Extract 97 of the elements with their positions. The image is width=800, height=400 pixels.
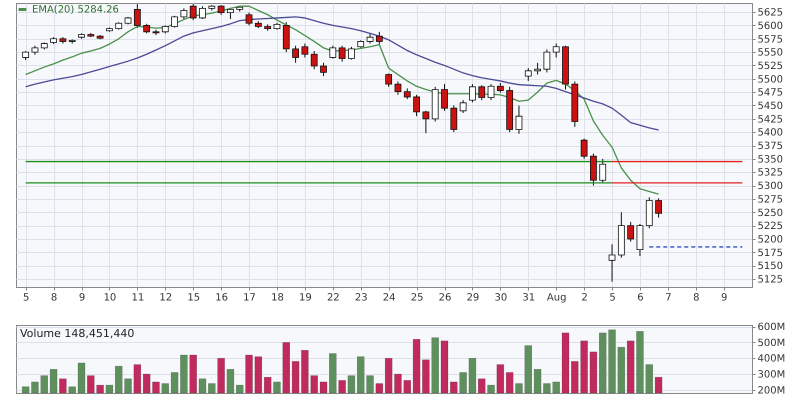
y-tick-label: 5375 (758, 141, 783, 152)
x-tick-label: 31 (522, 292, 536, 304)
candlestick (282, 22, 290, 53)
candlestick (655, 198, 662, 218)
candlestick (627, 221, 634, 242)
y-tick-label: 5425 (758, 114, 783, 126)
x-tick-label: 9 (721, 292, 728, 304)
candlestick (488, 84, 494, 101)
y-tick-label: 5275 (758, 194, 783, 206)
candlestick (199, 6, 206, 20)
y-tick-label: 5525 (758, 60, 783, 72)
candlestick (422, 110, 430, 134)
x-tick-label: 17 (243, 292, 256, 304)
candlestick (599, 158, 606, 183)
candlestick (329, 45, 336, 60)
x-tick-label: 19 (299, 292, 312, 304)
y-tick-label: 5150 (758, 261, 783, 272)
x-tick-label: 2 (581, 292, 588, 304)
candlestick (552, 43, 560, 58)
y-tick-label: 5625 (758, 8, 783, 19)
candlestick (348, 46, 355, 60)
y-tick-label: 5450 (758, 100, 783, 112)
y-tick-label: 5200 (758, 234, 783, 246)
candlestick (469, 84, 476, 103)
x-tick-label: 18 (271, 292, 284, 304)
y-tick-label: 5575 (758, 34, 783, 46)
y-tick-label: 5300 (758, 181, 783, 192)
candlestick (394, 80, 402, 96)
candlestick (301, 43, 308, 58)
candlestick (134, 4, 141, 29)
x-tick-label: 6 (637, 292, 644, 304)
x-tick-label: Aug (546, 292, 566, 304)
x-tick-label: 24 (382, 292, 396, 304)
candlestick (22, 50, 30, 61)
x-tick-label: 12 (159, 292, 172, 304)
y-tick-label: 5325 (758, 168, 783, 179)
candlestick (143, 23, 150, 34)
x-tick-label: 16 (215, 292, 228, 304)
legend-label: EMA(20) 5284.26 (32, 4, 119, 16)
candlestick (478, 84, 486, 101)
x-tick-label: 7 (665, 292, 672, 304)
candlestick (338, 45, 346, 62)
x-tick-label: 5 (22, 292, 30, 304)
y-tick-label: 400M (758, 354, 786, 365)
candlestick (460, 100, 467, 114)
x-tick-label: 23 (354, 292, 368, 304)
candlestick (608, 244, 616, 282)
y-tick-label: 5400 (758, 128, 783, 139)
y-tick-label: 5175 (758, 248, 783, 259)
y-tick-label: 5550 (758, 48, 783, 59)
x-tick-label: 8 (693, 292, 700, 304)
y-tick-label: 5475 (758, 88, 783, 99)
candlestick (218, 4, 225, 16)
x-tick-label: 11 (131, 292, 144, 304)
y-tick-label: 500M (758, 338, 786, 349)
x-tick-label: 9 (78, 292, 86, 304)
y-tick-label: 5125 (758, 274, 783, 286)
candlestick (516, 104, 522, 134)
y-tick-label: 5600 (758, 20, 783, 32)
x-tick-label: 8 (50, 292, 58, 304)
candlestick (413, 94, 420, 117)
candlestick (310, 50, 318, 70)
y-tick-label: 200M (758, 385, 786, 396)
candlestick (450, 104, 458, 133)
y-tick-label: 5350 (758, 154, 783, 166)
line-series (25, 16, 660, 131)
candlestick (404, 88, 411, 100)
x-tick-label: 15 (187, 292, 200, 304)
x-tick-label: 26 (438, 292, 452, 304)
y-tick-label: 5500 (758, 74, 783, 86)
x-tick-label: 10 (104, 292, 116, 304)
candlestick (246, 12, 252, 26)
candlestick (441, 84, 448, 112)
candlestick (524, 68, 532, 82)
x-tick-label: 22 (326, 292, 340, 304)
x-tick-label: 5 (609, 292, 616, 304)
candlestick (292, 45, 299, 64)
candlestick (580, 138, 588, 160)
candlestick (496, 82, 504, 94)
candlestick (376, 31, 383, 45)
candlestick (320, 62, 327, 77)
line-series (25, 6, 660, 195)
candlestick (171, 15, 178, 28)
candlestick (385, 72, 392, 88)
y-tick-label: 5250 (758, 208, 783, 219)
candlestick (366, 33, 374, 44)
chart-title: Volume 148,451,440 (20, 327, 134, 340)
y-tick-label: 600M (758, 322, 786, 334)
y-tick-label: 300M (758, 370, 786, 381)
candlestick (190, 4, 197, 21)
candlestick (180, 8, 188, 20)
x-tick-label: 29 (466, 292, 480, 304)
candlestick (32, 45, 38, 56)
x-tick-label: 30 (494, 292, 508, 304)
candlestick (543, 48, 550, 73)
y-tick-label: 5225 (758, 221, 783, 232)
x-tick-label: 25 (410, 292, 424, 304)
